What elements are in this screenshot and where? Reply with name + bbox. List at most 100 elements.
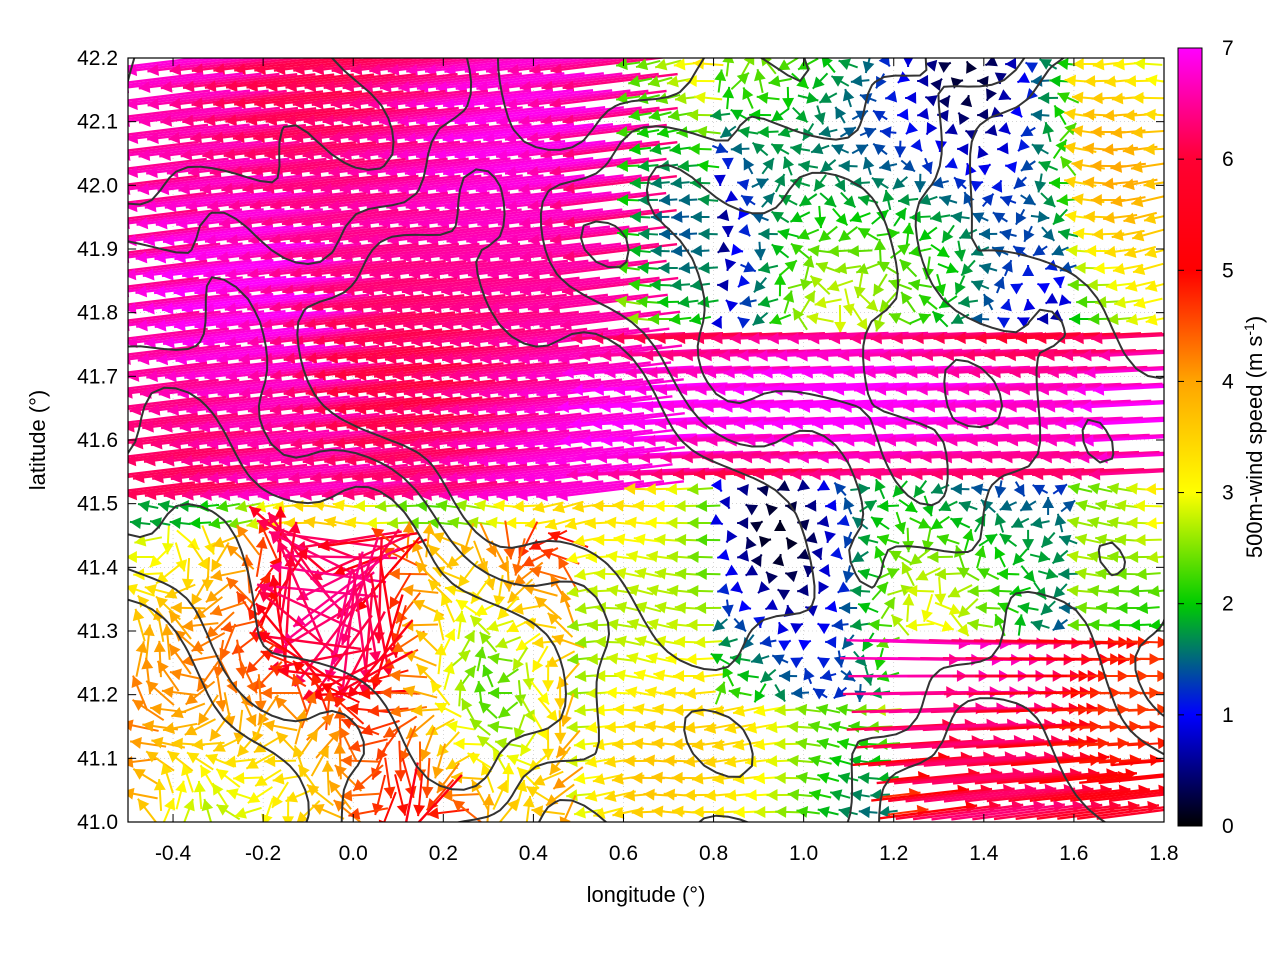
- wind-arrow-shaft: [441, 310, 559, 328]
- wind-arrow-head: [817, 772, 830, 784]
- wind-arrow-head: [672, 805, 684, 818]
- wind-arrow-head: [1110, 126, 1123, 139]
- wind-arrow-head: [894, 146, 907, 158]
- wind-arrow-head: [658, 261, 670, 274]
- wind-arrow-head: [185, 200, 198, 213]
- wind-arrow-head: [769, 313, 782, 325]
- wind-arrow-head: [766, 571, 778, 584]
- wind-arrow-head: [105, 454, 117, 466]
- colorbar-tick-label: 7: [1222, 37, 1234, 60]
- wind-arrow-head: [100, 149, 112, 161]
- wind-arrow-head: [169, 611, 181, 624]
- wind-arrow-shaft: [138, 72, 262, 90]
- wind-arrow-head: [631, 737, 644, 750]
- wind-arrow-head: [738, 207, 750, 220]
- wind-arrow-shaft: [563, 209, 677, 225]
- wind-arrow-head: [1157, 703, 1164, 716]
- wind-arrow-head: [674, 533, 687, 546]
- wind-arrow-head: [950, 211, 963, 224]
- wind-arrow-shaft: [368, 89, 489, 107]
- y-tick-label: 41.7: [77, 365, 118, 388]
- wind-arrow-head: [330, 267, 343, 280]
- wind-arrow-head: [778, 640, 791, 652]
- wind-arrow-head: [871, 516, 884, 529]
- wind-arrow-head: [666, 516, 678, 529]
- wind-arrow-head: [766, 503, 778, 516]
- colorbar-label: 500m-wind speed (m s-1): [1241, 316, 1267, 558]
- wind-arrow-shaft: [161, 292, 295, 312]
- wind-arrow-head: [486, 234, 498, 247]
- wind-arrow-head: [474, 499, 487, 512]
- wind-arrow-head: [838, 58, 851, 70]
- wind-arrow-head: [529, 63, 541, 76]
- wind-arrow-head: [129, 517, 142, 530]
- wind-arrow-head: [487, 652, 500, 665]
- wind-arrow-shaft: [310, 259, 426, 277]
- wind-arrow-head: [919, 229, 932, 241]
- wind-arrow-head: [385, 166, 398, 179]
- wind-arrow-head: [333, 742, 346, 754]
- wind-arrow-head: [270, 335, 282, 348]
- wind-arrow-head: [309, 165, 322, 178]
- wind-arrow-head: [291, 131, 304, 144]
- wind-arrow-head: [137, 798, 150, 812]
- wind-arrow-shaft: [434, 106, 566, 124]
- wind-arrow-shaft: [499, 310, 621, 328]
- wind-arrow-head: [1056, 194, 1069, 207]
- wind-arrow-shaft: [128, 106, 201, 118]
- wind-arrow-shaft: [194, 275, 326, 295]
- wind-arrow-head: [805, 499, 817, 512]
- wind-arrow-head: [842, 303, 855, 316]
- wind-arrow-head: [759, 535, 772, 548]
- wind-arrow-shaft: [331, 58, 445, 72]
- wind-arrow-head: [207, 200, 219, 212]
- wind-arrow-head: [1107, 313, 1119, 326]
- wind-arrow-shaft: [128, 225, 230, 241]
- wind-arrow-head: [446, 555, 460, 568]
- wind-arrow-head: [1000, 195, 1013, 207]
- wind-arrow-shaft: [164, 191, 292, 209]
- wind-arrow-shaft: [505, 89, 631, 107]
- wind-arrow-shaft: [562, 72, 678, 90]
- wind-arrow-head: [446, 234, 459, 247]
- wind-arrow-head: [676, 126, 688, 139]
- wind-arrow-head: [720, 126, 733, 138]
- wind-arrow-head: [1082, 176, 1095, 189]
- wind-arrow-head: [225, 336, 237, 349]
- wind-arrow-head: [1067, 619, 1079, 632]
- wind-arrow-head: [758, 228, 770, 241]
- wind-arrow-head: [1090, 125, 1102, 138]
- wind-arrow-shaft: [449, 293, 567, 311]
- wind-arrow-head: [1025, 62, 1039, 74]
- wind-arrow-shaft: [160, 72, 280, 90]
- wind-arrow-head: [563, 182, 576, 195]
- wind-arrow-head: [371, 301, 384, 314]
- wind-arrow-shaft: [284, 107, 396, 123]
- wind-arrow-head: [638, 193, 650, 206]
- wind-arrow-head: [347, 200, 360, 212]
- wind-arrow-head: [1130, 161, 1143, 173]
- wind-arrow-head: [174, 319, 186, 332]
- wind-arrow-head: [677, 159, 690, 172]
- wind-arrow-head: [648, 109, 661, 121]
- wind-arrow-head: [730, 581, 743, 593]
- wind-arrow-head: [919, 294, 932, 307]
- wind-arrow-shaft: [407, 225, 530, 243]
- wind-arrow-shaft: [225, 107, 336, 123]
- wind-arrow-head: [527, 301, 540, 314]
- wind-arrow-head: [107, 268, 119, 280]
- wind-arrow-head: [991, 180, 1003, 193]
- wind-arrow-head: [1145, 517, 1158, 530]
- wind-arrow-head: [837, 514, 850, 527]
- wind-arrow-head: [687, 517, 699, 530]
- wind-arrow-head: [1045, 259, 1058, 271]
- wind-arrow-head: [629, 143, 641, 155]
- wind-arrow-head: [1157, 669, 1164, 682]
- wind-arrow-head: [421, 786, 434, 798]
- wind-arrow-shaft: [128, 123, 250, 141]
- wind-arrow-head: [777, 622, 789, 635]
- wind-arrow-head: [519, 250, 532, 263]
- wind-arrow-shaft: [168, 123, 288, 141]
- wind-arrow-head: [560, 318, 572, 331]
- wind-arrow-head: [724, 789, 737, 802]
